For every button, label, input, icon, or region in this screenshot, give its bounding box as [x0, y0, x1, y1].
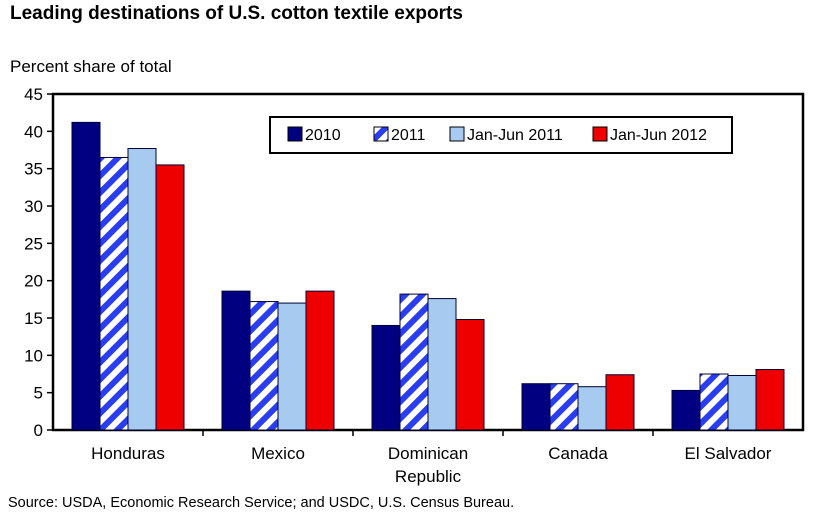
y-tick-label: 30 — [24, 197, 43, 216]
y-tick-label: 10 — [24, 346, 43, 365]
bar-honduras-2011 — [99, 156, 129, 431]
bars-group — [71, 121, 785, 436]
chart-title: Leading destinations of U.S. cotton text… — [10, 3, 463, 24]
bar-honduras-jan-jun-2011 — [127, 148, 157, 431]
source-note: Source: USDA, Economic Research Service;… — [8, 495, 515, 511]
bar-el-salvador-2011 — [699, 373, 729, 431]
bar-mexico-jan-jun-2012 — [305, 290, 335, 431]
y-axis: 0 5 10 15 20 25 30 35 40 45 — [24, 85, 53, 440]
bar-mexico-jan-jun-2011 — [277, 302, 307, 431]
legend-box — [269, 116, 733, 154]
y-tick-label: 45 — [24, 85, 43, 104]
legend-label-jan-jun-2011: Jan-Jun 2011 — [467, 127, 563, 144]
legend-swatch-2011 — [373, 126, 389, 142]
bar-honduras-jan-jun-2012 — [155, 164, 185, 431]
legend-label-jan-jun-2012: Jan-Jun 2012 — [610, 127, 707, 144]
bar-dominican-republic-2010 — [371, 324, 401, 431]
x-category-label: Dominican — [388, 444, 468, 463]
y-tick-label: 25 — [24, 234, 43, 253]
y-tick-label: 0 — [34, 421, 43, 440]
y-tick-label: 40 — [24, 122, 43, 141]
bar-honduras-2010 — [71, 121, 101, 431]
y-tick-label: 20 — [24, 272, 43, 291]
legend-swatch-jan-jun-2011 — [449, 126, 465, 142]
legend-label-2010: 2010 — [305, 127, 341, 144]
x-category-label: Canada — [548, 444, 608, 463]
y-tick-label: 35 — [24, 160, 43, 179]
bar-dominican-republic-jan-jun-2012 — [455, 318, 485, 431]
y-axis-label: Percent share of total — [10, 57, 172, 76]
bar-canada-2010 — [521, 383, 551, 431]
x-category-label: Mexico — [251, 444, 305, 463]
legend-swatch-jan-jun-2012 — [592, 126, 608, 142]
y-tick-label: 5 — [34, 384, 43, 403]
bar-el-salvador-jan-jun-2012 — [755, 369, 785, 431]
y-tick-label: 15 — [24, 309, 43, 328]
bar-el-salvador-jan-jun-2011 — [727, 374, 757, 431]
bar-dominican-republic-jan-jun-2011 — [427, 298, 457, 431]
x-category-label: Republic — [395, 467, 462, 486]
bar-canada-jan-jun-2011 — [577, 386, 607, 431]
bar-mexico-2010 — [221, 290, 251, 431]
x-category-label: Honduras — [91, 444, 165, 463]
legend: 2010 2011 Jan-Jun 2011 Jan-Jun 2012 — [269, 116, 733, 154]
bar-mexico-2011 — [249, 301, 279, 431]
bar-canada-2011 — [549, 383, 579, 431]
x-axis: Honduras Mexico Dominican Republic Canada El … — [91, 444, 772, 486]
legend-label-2011: 2011 — [391, 127, 426, 144]
bar-dominican-republic-2011 — [399, 293, 429, 431]
legend-swatch-2010 — [287, 126, 303, 142]
x-category-label: El Salvador — [685, 444, 772, 463]
bar-el-salvador-2010 — [671, 389, 701, 431]
bar-canada-jan-jun-2012 — [605, 374, 635, 431]
